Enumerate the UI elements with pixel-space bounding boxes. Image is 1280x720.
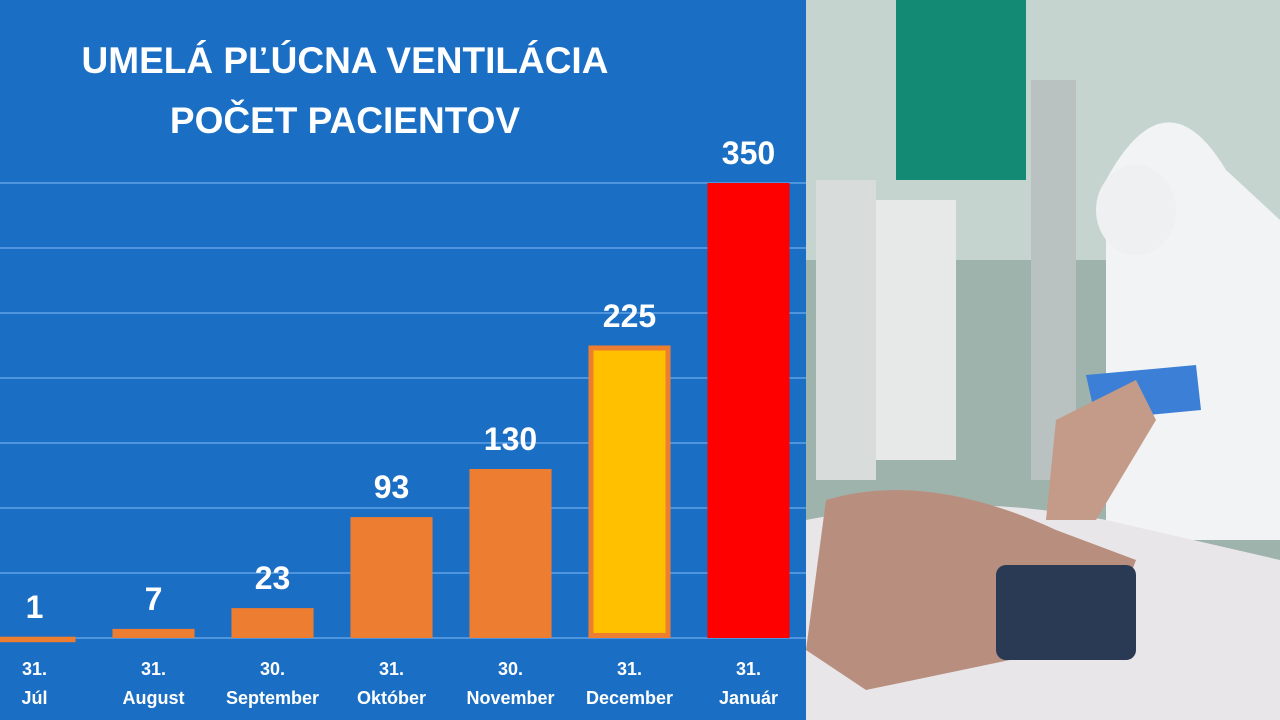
- x-tick-label: 30. September: [225, 659, 320, 708]
- bar: [588, 345, 671, 638]
- bar: [469, 469, 552, 638]
- x-tick-label: 30. November: [466, 659, 555, 708]
- chart-title: UMELÁ PĽÚCNA VENTILÁCIA: [81, 40, 609, 81]
- value-label: 93: [373, 469, 410, 506]
- x-tick-label: 31. Júl: [21, 659, 48, 708]
- chart: [0, 182, 806, 643]
- bar: [350, 517, 433, 638]
- value-label: 350: [721, 135, 776, 171]
- x-tick-label: 31. December: [585, 659, 674, 708]
- x-tick-label: 31. Január: [718, 659, 779, 708]
- value-label: 23: [254, 560, 291, 597]
- value-label: 130: [483, 421, 538, 457]
- value-label: 225: [602, 297, 657, 334]
- bar: [0, 636, 76, 643]
- chart-subtitle: POČET PACIENTOV: [169, 100, 521, 141]
- bar: [707, 183, 790, 638]
- value-label: 1: [25, 588, 44, 625]
- bar: [231, 608, 314, 638]
- bar: [112, 628, 195, 639]
- photo: [806, 0, 1280, 720]
- value-label: 7: [144, 580, 163, 617]
- x-tick-label: 31. August: [122, 659, 185, 708]
- x-tick-label: 31. Október: [356, 659, 426, 708]
